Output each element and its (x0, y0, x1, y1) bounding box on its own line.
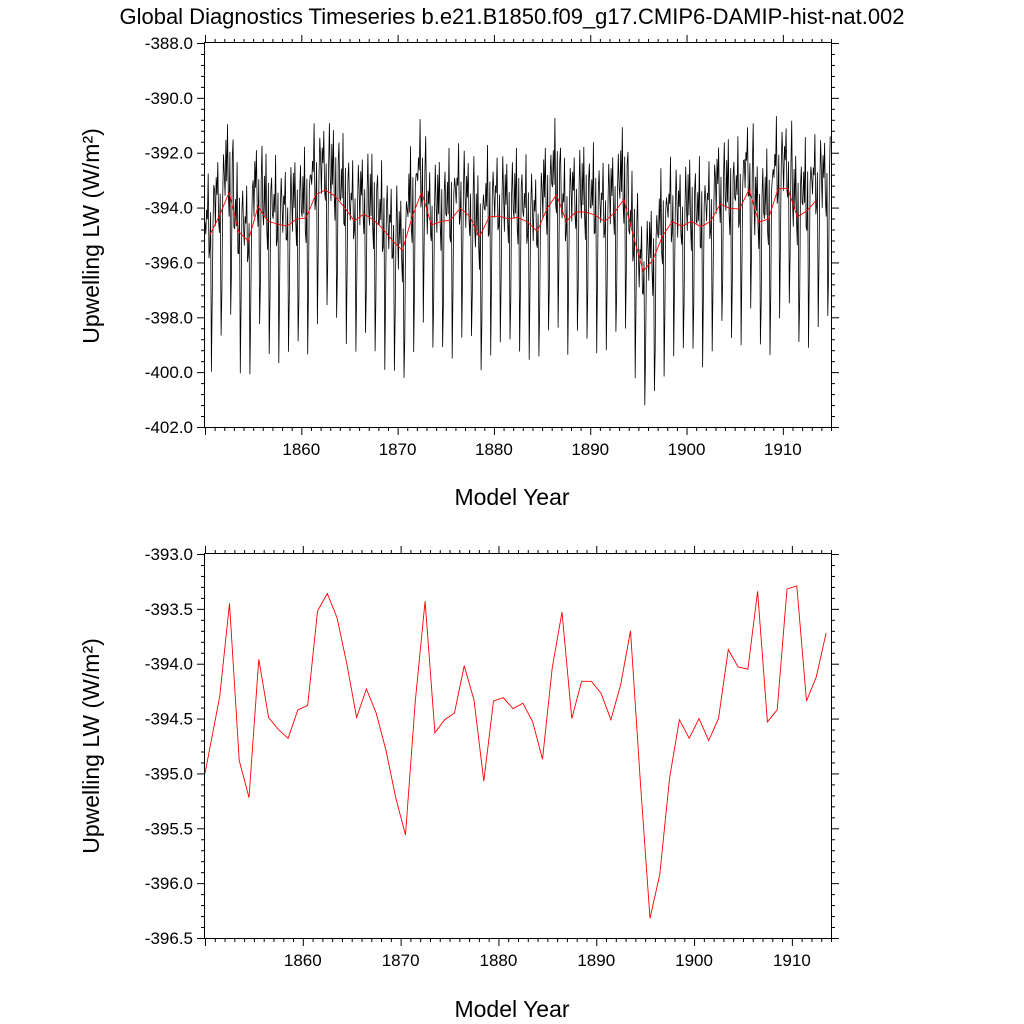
bottom-y-axis-label: Upwelling LW (W/m²) (78, 638, 104, 854)
bottom-x-tick-label: 1860 (284, 951, 322, 970)
top-x-tick-label: 1900 (668, 440, 706, 459)
bottom-y-tick-label: -394.5 (145, 710, 193, 729)
bottom-y-tick-label: -395.5 (145, 819, 193, 838)
bottom-x-tick-label: 1900 (675, 951, 713, 970)
bottom-y-tick-label: -396.5 (145, 929, 193, 948)
top-y-tick-label: -396.0 (145, 253, 193, 272)
top-x-axis-label: Model Year (454, 484, 569, 510)
top-x-tick-label: 1870 (379, 440, 417, 459)
top-series-monthly (204, 116, 831, 406)
bottom-panel: Model Year Upwelling LW (W/m²) 1860 1870 1… (78, 545, 839, 1022)
top-series-annual (209, 187, 817, 273)
top-panel: Model Year Upwelling LW (W/m²) 1860 1870 1… (78, 34, 839, 510)
top-x-tick-label: 1860 (282, 440, 320, 459)
top-y-tick-label: -388.0 (145, 34, 193, 53)
bottom-y-tick-label: -393.5 (145, 600, 193, 619)
bottom-x-tick-label: 1880 (480, 951, 518, 970)
bottom-x-tick-label: 1870 (382, 951, 420, 970)
top-y-tick-label: -390.0 (145, 89, 193, 108)
bottom-y-tick-label: -394.0 (145, 655, 193, 674)
top-x-tick-label: 1880 (475, 440, 513, 459)
bottom-y-tick-label: -393.0 (145, 545, 193, 564)
top-x-tick-label: 1890 (571, 440, 609, 459)
bottom-y-tick-label: -396.0 (145, 874, 193, 893)
top-y-tick-label: -392.0 (145, 144, 193, 163)
top-y-tick-label: -394.0 (145, 199, 193, 218)
top-y-tick-label: -400.0 (145, 363, 193, 382)
bottom-plot-frame (204, 553, 832, 939)
top-x-tick-label: 1910 (764, 440, 802, 459)
top-y-axis-label: Upwelling LW (W/m²) (78, 128, 104, 344)
bottom-y-tick-label: -395.0 (145, 764, 193, 783)
bottom-series-annual (204, 585, 827, 919)
bottom-x-tick-label: 1890 (577, 951, 615, 970)
top-y-tick-label: -398.0 (145, 308, 193, 327)
bottom-x-tick-label: 1910 (773, 951, 811, 970)
bottom-x-axis-label: Model Year (454, 996, 569, 1022)
top-y-tick-label: -402.0 (145, 418, 193, 437)
top-plot-frame (204, 42, 832, 428)
chart-title: Global Diagnostics Timeseries b.e21.B185… (119, 4, 904, 29)
